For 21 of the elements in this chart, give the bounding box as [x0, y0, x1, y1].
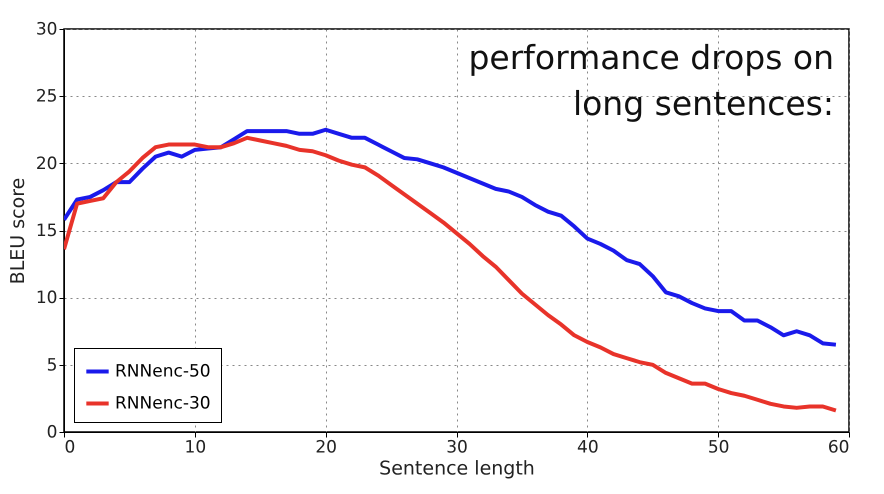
y-tick-label: 15 — [36, 221, 58, 241]
y-tick-label: 25 — [36, 86, 58, 107]
legend-label: RNNenc-30 — [115, 394, 211, 414]
x-tick-label: 60 — [828, 438, 850, 458]
x-tick-label: 40 — [577, 438, 599, 458]
y-tick-label: 30 — [36, 20, 58, 40]
x-tick-label: 30 — [446, 438, 468, 458]
x-tick-label: 20 — [315, 438, 337, 458]
y-tick-label: 20 — [36, 154, 58, 174]
line-series — [64, 128, 838, 347]
annotation: performance drops on long sentences: — [468, 38, 834, 123]
x-tick-label: 10 — [184, 438, 206, 458]
x-tick-label: 0 — [64, 438, 76, 458]
y-axis-title: BLEU score — [6, 178, 29, 284]
legend-label: RNNenc-50 — [115, 362, 211, 382]
x-axis-title: Sentence length — [379, 458, 535, 480]
line-series — [64, 136, 838, 413]
y-tick-label: 0 — [46, 422, 58, 442]
y-tick-label: 5 — [46, 355, 58, 376]
x-tick-label: 50 — [708, 438, 730, 458]
y-tick-label: 10 — [36, 288, 58, 308]
